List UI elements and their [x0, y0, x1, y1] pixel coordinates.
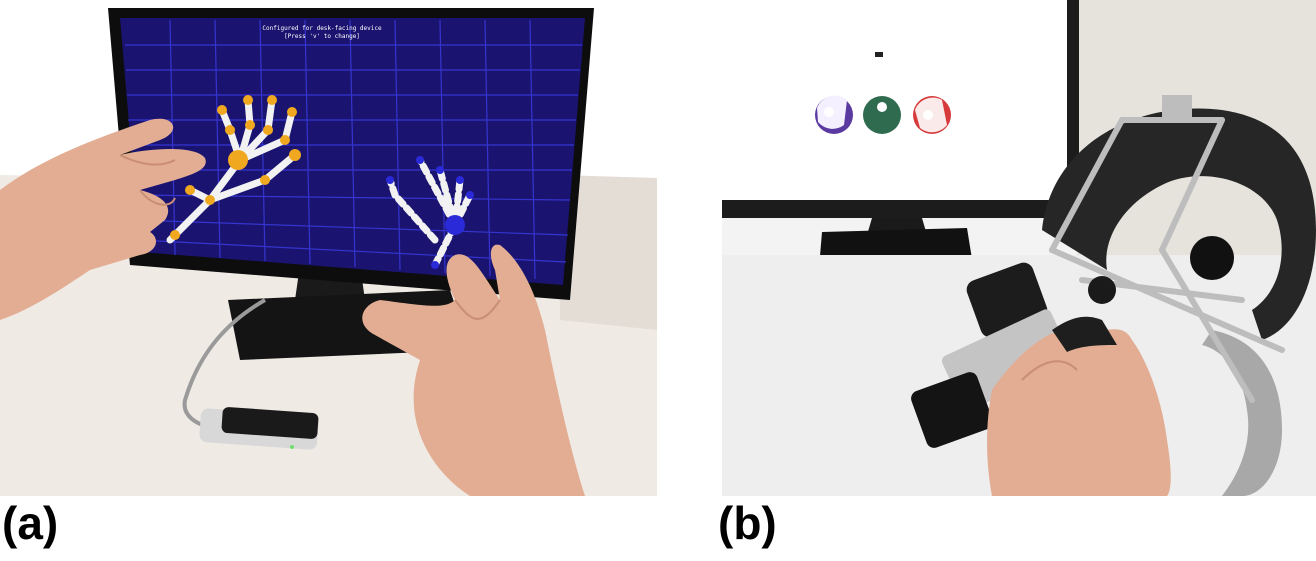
virtual-hand-left [166, 95, 301, 244]
monitor-screen [722, 0, 1067, 200]
monitor-bezel [722, 200, 1077, 218]
haptic-device-photo [722, 0, 1316, 496]
virtual-hand-right [386, 156, 474, 269]
leap-motion-controller [199, 407, 319, 450]
real-hand-right [362, 244, 585, 496]
panel-label-b: (b) [718, 497, 777, 549]
screen-text-line1: Configured for desk-facing device [262, 25, 382, 32]
real-hand-left [0, 118, 206, 320]
photo-panel-a: Configured for desk-facing device [Press… [0, 0, 657, 496]
virtual-ball-red [913, 96, 951, 134]
virtual-ball-green [863, 96, 901, 134]
virtual-ball-purple [815, 95, 853, 134]
real-hand-gripping [987, 316, 1171, 496]
panel-label-a: (a) [2, 497, 59, 549]
usb-cable [182, 298, 266, 430]
photo-panel-b [722, 0, 1316, 496]
screen-text-line2: [Press 'v' to change] [284, 33, 360, 40]
screen-grid [125, 19, 582, 280]
haptic-device [911, 95, 1316, 496]
hand-tracking-photo: Configured for desk-facing device [Press… [0, 0, 657, 496]
